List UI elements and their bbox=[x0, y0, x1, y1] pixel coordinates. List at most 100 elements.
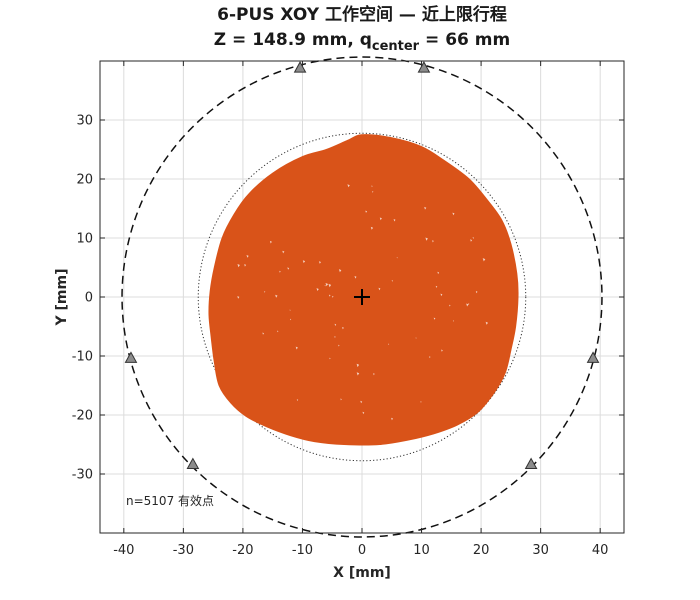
speckle-gap bbox=[325, 283, 329, 287]
speckle-gap bbox=[371, 185, 373, 188]
chart-title-line2-prefix: Z = 148.9 mm, q bbox=[214, 30, 372, 50]
speckle-gap bbox=[468, 303, 470, 305]
x-tick-label: 40 bbox=[592, 543, 609, 558]
x-tick-label: 10 bbox=[413, 543, 430, 558]
speckle-gap bbox=[289, 309, 291, 311]
speckle-gap bbox=[388, 343, 390, 345]
speckle-gap bbox=[318, 261, 321, 264]
speckle-gap bbox=[342, 327, 344, 330]
speckle-gap bbox=[373, 373, 375, 376]
speckle-gap bbox=[316, 288, 319, 291]
x-axis-label: X [mm] bbox=[333, 565, 391, 581]
x-tick-label: 0 bbox=[358, 543, 366, 558]
y-tick-label: 20 bbox=[76, 173, 93, 188]
y-tick-label: -30 bbox=[72, 468, 93, 483]
speckle-gap bbox=[370, 226, 374, 230]
speckle-gap bbox=[441, 349, 443, 352]
speckle-gap bbox=[332, 295, 334, 298]
speckle-gap bbox=[356, 372, 360, 376]
speckle-gap bbox=[302, 260, 306, 264]
speckle-gap bbox=[449, 304, 451, 307]
speckle-gap bbox=[246, 255, 249, 258]
x-tick-label: -20 bbox=[232, 543, 253, 558]
speckle-gap bbox=[338, 269, 342, 273]
y-tick-label: -20 bbox=[72, 409, 93, 424]
speckle-gap bbox=[237, 296, 240, 299]
x-tick-label: -30 bbox=[173, 543, 194, 558]
inner-reference-circle bbox=[197, 132, 527, 462]
speckle-gap bbox=[329, 357, 331, 360]
joint-triangle-marker bbox=[586, 351, 600, 363]
speckle-gap bbox=[420, 401, 422, 403]
speckle-gap bbox=[324, 285, 326, 287]
chart-title-line2-subscript: center bbox=[372, 39, 420, 54]
speckle-gap bbox=[440, 293, 443, 297]
valid-points-annotation: n=5107 有效点 bbox=[126, 493, 214, 508]
joint-triangle-marker bbox=[293, 61, 307, 73]
workspace-speckles bbox=[237, 184, 488, 421]
speckle-gap bbox=[452, 212, 455, 216]
joint-triangle-marker bbox=[124, 351, 138, 363]
speckle-gap bbox=[437, 271, 440, 275]
speckle-gap bbox=[237, 264, 240, 268]
speckle-gap bbox=[433, 317, 436, 320]
speckle-gap bbox=[365, 210, 368, 213]
speckle-gap bbox=[482, 258, 486, 262]
speckle-gap bbox=[378, 287, 381, 291]
speckle-gap bbox=[269, 240, 272, 244]
speckle-gap bbox=[391, 280, 393, 282]
speckle-gap bbox=[485, 321, 488, 325]
workspace-region bbox=[208, 134, 519, 446]
speckle-gap bbox=[372, 191, 374, 193]
speckle-gap bbox=[432, 240, 434, 243]
x-tick-label: -40 bbox=[113, 543, 134, 558]
speckle-gap bbox=[356, 363, 360, 368]
joint-triangle-marker bbox=[524, 457, 538, 470]
chart-title-line1: 6-PUS XOY 工作空间 — 近上限行程 bbox=[217, 4, 507, 25]
y-tick-label: 0 bbox=[85, 291, 93, 306]
speckle-gap bbox=[264, 291, 266, 293]
speckle-gap bbox=[429, 356, 431, 359]
speckle-gap bbox=[379, 217, 382, 221]
speckle-gap bbox=[354, 276, 357, 279]
speckle-gap bbox=[396, 257, 398, 259]
y-tick-label: 30 bbox=[76, 114, 93, 129]
speckle-gap bbox=[338, 344, 340, 347]
speckle-gap bbox=[279, 270, 281, 273]
data-layer bbox=[121, 56, 603, 538]
speckle-gap bbox=[296, 399, 299, 401]
speckle-gap bbox=[282, 250, 285, 254]
joint-triangle-marker bbox=[186, 457, 200, 470]
x-tick-label: 30 bbox=[532, 543, 549, 558]
speckle-gap bbox=[340, 398, 342, 401]
speckle-gap bbox=[328, 283, 332, 288]
speckle-gap bbox=[262, 332, 264, 335]
y-tick-label: 10 bbox=[76, 232, 93, 247]
speckle-gap bbox=[424, 206, 427, 210]
speckle-gap bbox=[295, 346, 298, 350]
speckle-gap bbox=[475, 291, 478, 294]
speckle-gap bbox=[277, 330, 279, 333]
speckle-gap bbox=[415, 337, 417, 339]
speckle-gap bbox=[393, 219, 396, 222]
speckle-gap bbox=[470, 239, 473, 242]
speckle-gap bbox=[425, 237, 428, 241]
chart-title-line2: Z = 148.9 mm, qcenter = 66 mm bbox=[214, 30, 510, 54]
joint-triangle-marker bbox=[417, 61, 431, 73]
speckle-gap bbox=[466, 303, 469, 307]
speckle-gap bbox=[244, 264, 247, 267]
speckle-gap bbox=[290, 318, 292, 321]
x-tick-label: 20 bbox=[473, 543, 490, 558]
speckle-gap bbox=[472, 237, 474, 239]
speckle-gap bbox=[287, 267, 290, 270]
speckle-gap bbox=[391, 417, 393, 421]
speckle-gap bbox=[328, 294, 331, 297]
speckle-gap bbox=[275, 294, 278, 298]
y-axis-label: Y [mm] bbox=[54, 269, 70, 327]
speckle-gap bbox=[362, 411, 365, 415]
speckle-gap bbox=[360, 400, 363, 404]
speckle-gap bbox=[347, 184, 350, 188]
ticks: -40 -30 -20 -10 0 10 20 30 40 -30 -20 -10 0 10 20 30 bbox=[72, 61, 624, 558]
outer-dashed-circle bbox=[121, 56, 603, 538]
